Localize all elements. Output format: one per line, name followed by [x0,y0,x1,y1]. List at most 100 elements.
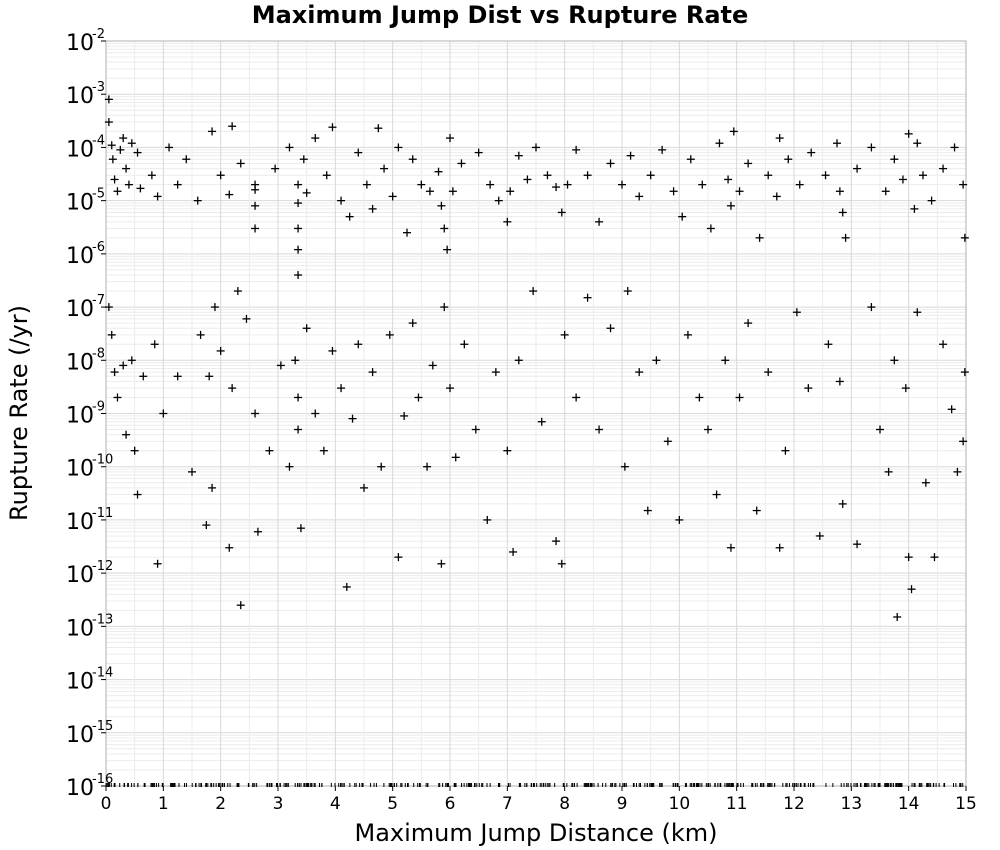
y-tick-exponent: -6 [92,240,105,255]
data-point [755,233,764,242]
data-point [921,478,930,487]
data-point [503,446,512,455]
data-point [853,540,862,549]
data-point [841,233,850,242]
x-tick-label: 9 [617,794,628,814]
data-point [107,330,116,339]
y-tick-label: 10 [66,31,94,56]
data-point [838,208,847,217]
data-point [133,148,142,157]
data-point [127,356,136,365]
data-point [328,346,337,355]
data-point [683,330,692,339]
data-point [236,601,245,610]
y-tick-exponent: -9 [92,400,105,415]
x-tick-label: 4 [330,794,341,814]
chart-title: Maximum Jump Dist vs Rupture Rate [252,1,749,29]
data-point [104,95,113,104]
data-point [251,409,260,418]
y-tick-exponent: -3 [92,80,105,95]
data-point [557,559,566,568]
y-axis-ticks: 10-210-310-410-510-610-710-810-910-1010-… [66,27,113,801]
y-tick-label: 10 [66,616,94,641]
data-point [557,208,566,217]
data-point [583,293,592,302]
data-point [959,437,968,446]
data-point [792,308,801,317]
x-tick-label: 0 [101,794,112,814]
data-point [595,217,604,226]
y-tick-label: 10 [66,670,94,695]
x-tick-label: 11 [726,794,748,814]
data-point [494,196,503,205]
data-point [400,411,409,420]
data-point [130,446,139,455]
data-point [377,462,386,471]
x-tick-label: 5 [387,794,398,814]
data-point [348,414,357,423]
data-point [907,585,916,594]
data-point [523,175,532,184]
data-point [726,543,735,552]
data-point [815,531,824,540]
data-point [188,467,196,476]
data-point [904,553,913,562]
data-point [471,425,480,434]
data-point [572,393,581,402]
data-point [686,155,695,164]
data-point [947,405,956,414]
data-point [251,201,260,210]
data-point [781,446,790,455]
data-point [294,224,303,233]
data-point [898,175,907,184]
y-tick-label: 10 [66,191,94,216]
data-point [440,224,449,233]
data-point [440,303,449,312]
data-point [133,490,142,499]
data-point [107,141,116,150]
data-point [368,368,377,377]
data-point [319,446,328,455]
data-point [704,425,712,434]
data-point [890,155,899,164]
data-point [960,233,969,242]
data-point [113,187,122,196]
data-point [744,159,753,168]
data-point [446,384,454,393]
data-point [225,543,234,552]
data-point [537,417,546,426]
data-point [572,145,581,154]
data-point [706,224,715,233]
data-point [606,159,615,168]
data-point [216,346,225,355]
data-point [867,303,876,312]
data-point [853,164,862,173]
data-point [311,134,320,143]
y-axis-title: Rupture Rate (/yr) [5,305,33,521]
data-point [795,180,804,189]
data-point [233,287,242,296]
data-point [153,192,162,201]
data-point [205,372,214,381]
data-point [835,187,844,196]
data-point [635,368,644,377]
data-point [104,118,113,127]
data-point [953,467,962,476]
data-point [362,180,371,189]
data-point [119,134,128,143]
data-point [838,499,847,508]
data-point [208,483,217,492]
data-point [552,183,561,192]
data-point [265,446,274,455]
data-point [294,271,303,280]
data-point [752,506,761,515]
data-point [122,430,131,439]
data-point [294,180,303,189]
data-point [764,171,773,180]
data-point [543,171,552,180]
data-point [821,171,830,180]
data-point [136,184,145,193]
data-point [285,143,294,152]
